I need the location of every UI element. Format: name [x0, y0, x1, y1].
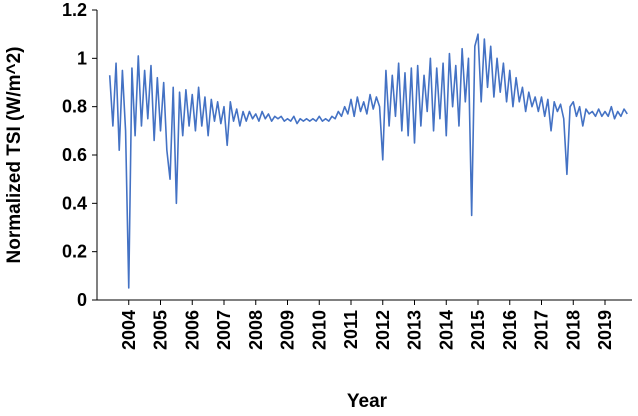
x-tick-label: 2013 [405, 310, 425, 350]
x-tick-label: 2016 [500, 310, 520, 350]
x-tick-label: 2014 [436, 310, 456, 350]
x-tick-label: 2006 [182, 310, 202, 350]
x-tick-label: 2004 [119, 310, 139, 350]
x-tick-label: 2011 [341, 310, 361, 349]
x-tick-label: 2019 [595, 310, 615, 350]
x-tick-label: 2017 [532, 310, 552, 350]
x-tick-label: 2005 [151, 310, 171, 350]
x-tick-label: 2010 [309, 310, 329, 350]
data-line [108, 33, 628, 289]
y-tick-label: 0.8 [62, 97, 87, 117]
y-tick-label: 0.4 [62, 193, 87, 213]
y-axis-title: Normalized TSI (W/m^2) [4, 47, 25, 264]
y-tick-label: 0 [77, 290, 87, 310]
y-tick-label: 1.2 [62, 0, 87, 20]
y-tick-label: 0.2 [62, 242, 87, 262]
x-tick-label: 2015 [468, 310, 488, 350]
y-tick-label: 0.6 [62, 145, 87, 165]
x-tick-label: 2012 [373, 310, 393, 350]
x-tick-label: 2009 [278, 310, 298, 350]
x-tick-label: 2007 [214, 310, 234, 350]
x-tick-label: 2018 [563, 310, 583, 350]
y-tick-label: 1 [77, 48, 87, 68]
x-axis-title: Year [347, 391, 388, 412]
x-tick-label: 2008 [246, 310, 266, 350]
